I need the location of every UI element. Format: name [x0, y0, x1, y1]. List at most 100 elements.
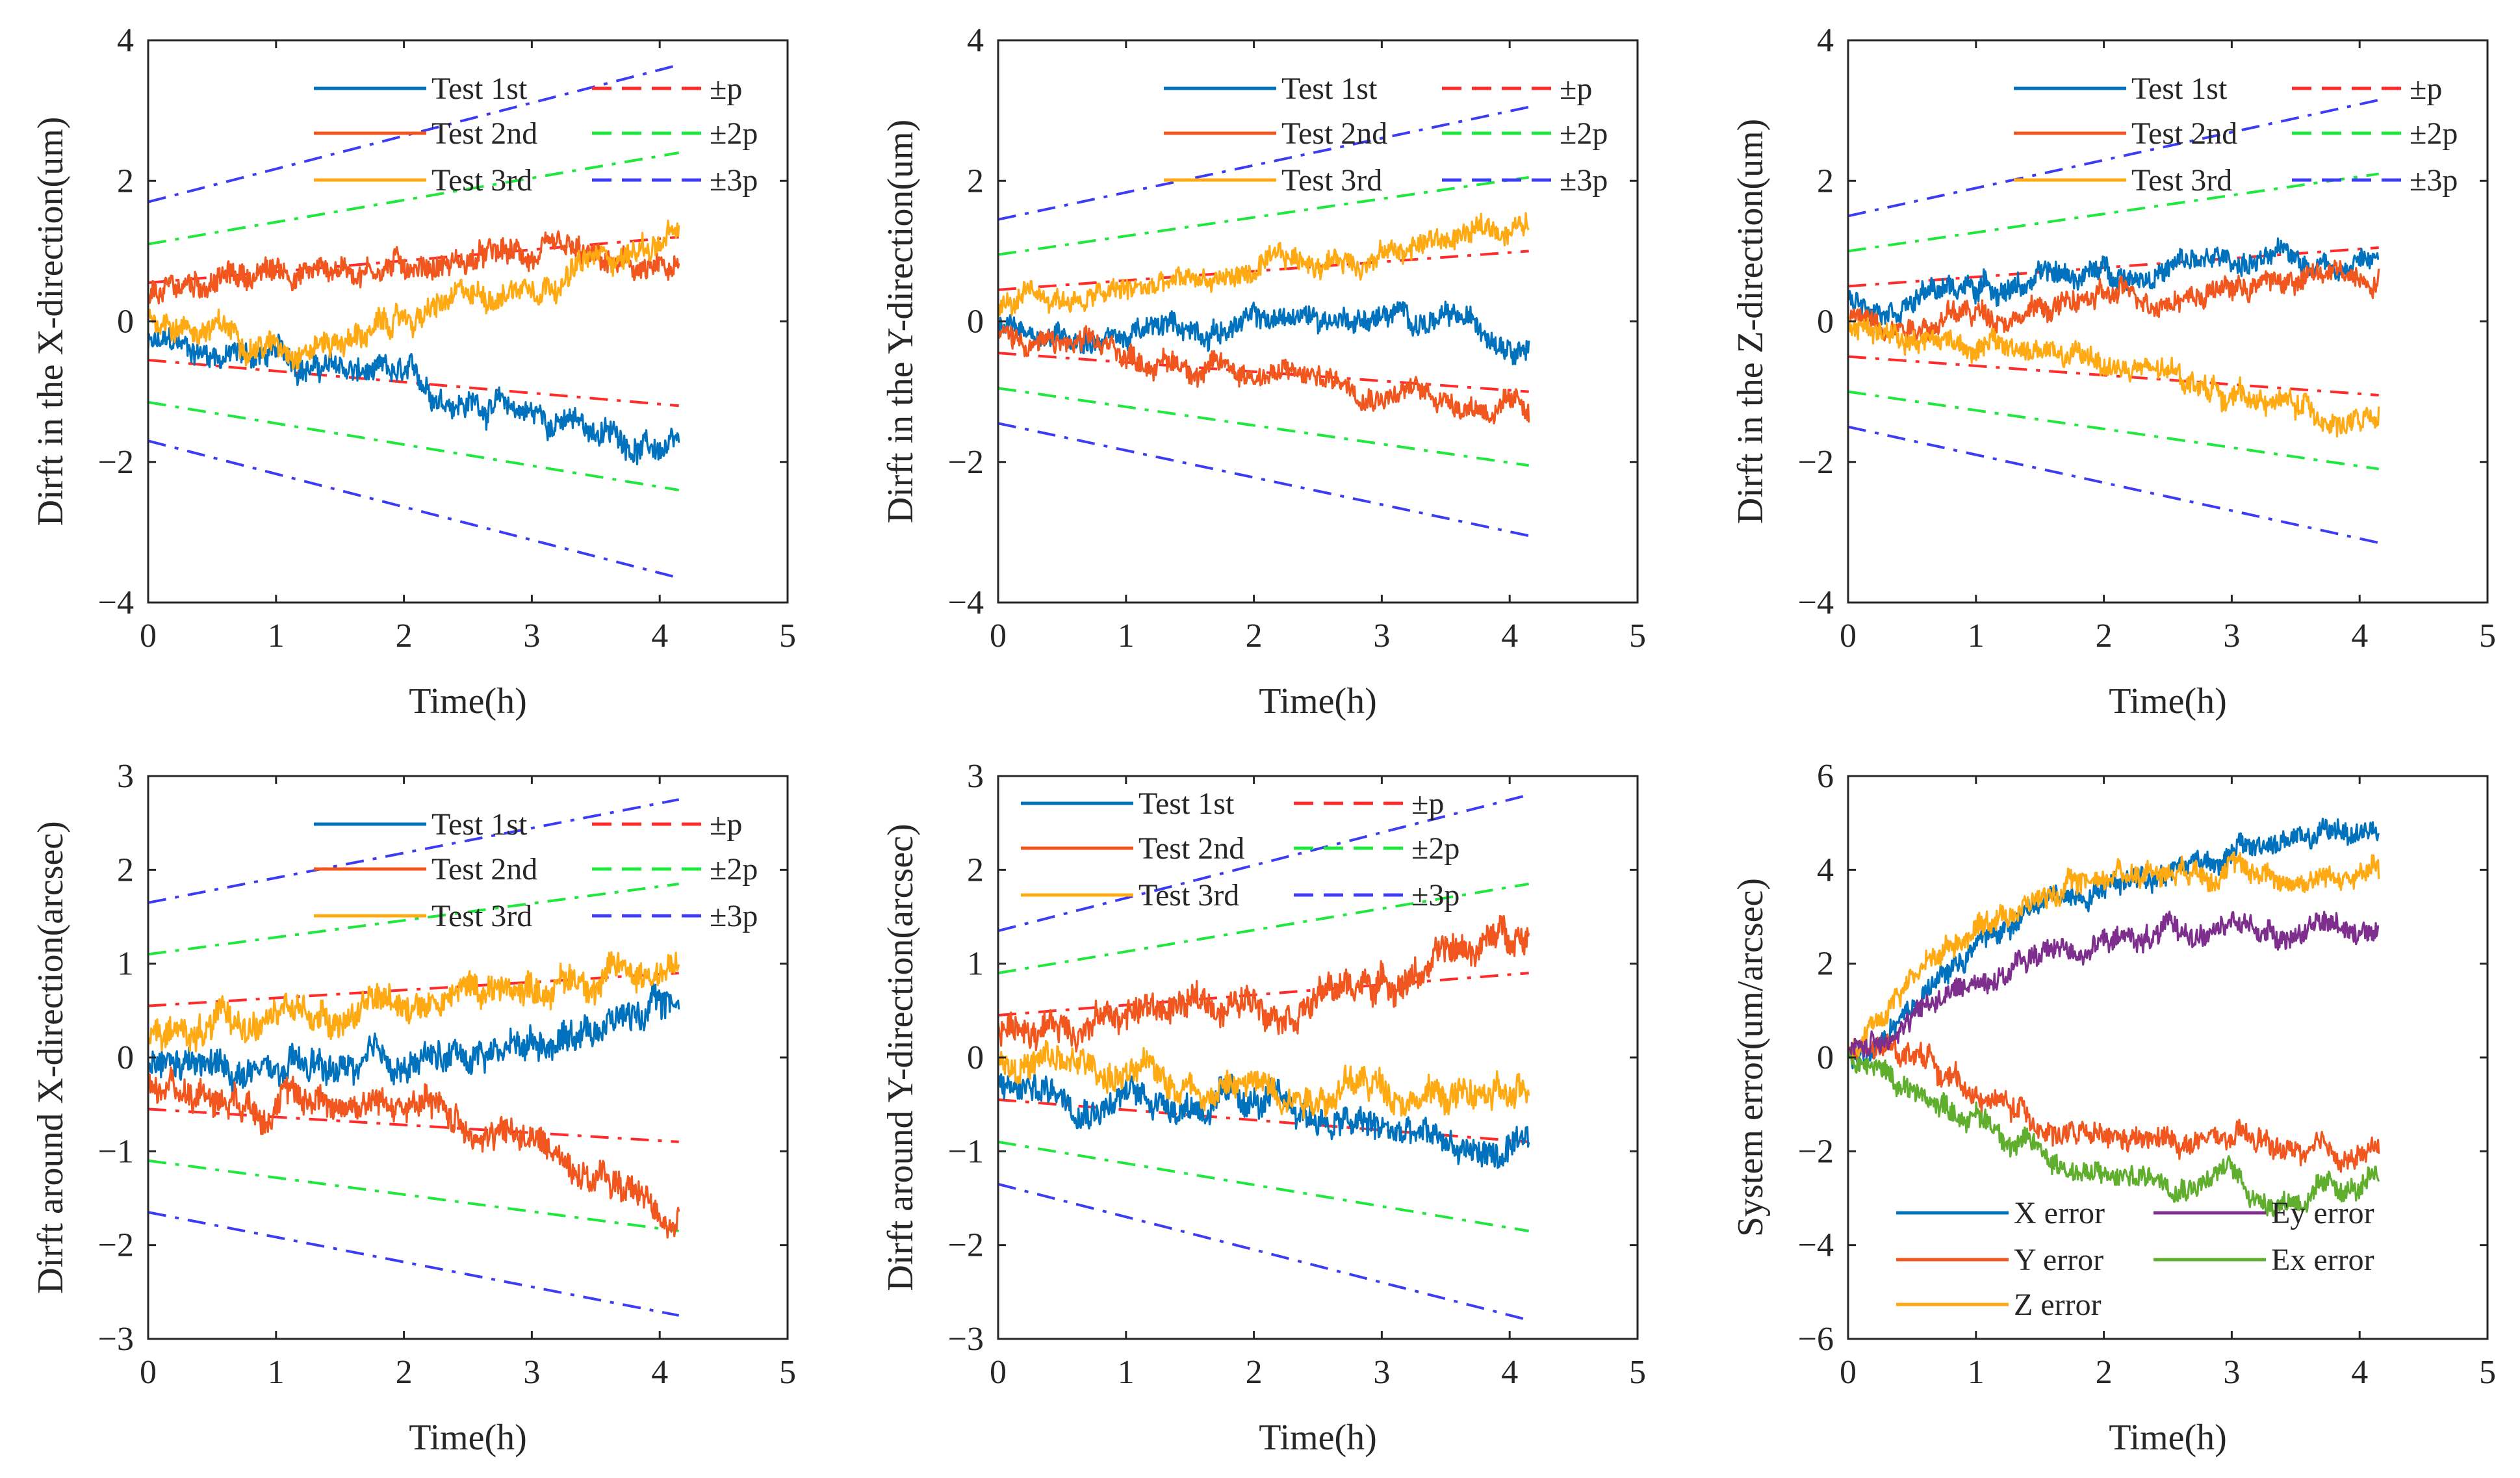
series-line-z-error	[1847, 851, 2380, 1063]
x-tick-label: 1	[1118, 1354, 1135, 1391]
legend-label: Test 2nd	[1281, 116, 1387, 151]
legend-entry: ±p	[1442, 71, 1592, 106]
legend-label: ±2p	[710, 116, 758, 151]
legend-label: Test 3rd	[431, 163, 532, 198]
x-tick-label: 1	[268, 1354, 285, 1391]
bound-line-pm3p-lower	[148, 1211, 680, 1317]
legend-label: Y error	[2014, 1243, 2103, 1277]
x-tick-label: 4	[2351, 1354, 2368, 1391]
x-tick-label: 0	[1840, 617, 1857, 655]
series-line-ey-error	[1847, 911, 2380, 1058]
y-tick-label: 4	[117, 22, 134, 59]
y-tick-label: 0	[1817, 304, 1834, 341]
confidence-bounds	[1847, 98, 2380, 545]
series-line-test-3rd	[997, 212, 1530, 317]
legend-label: Z error	[2014, 1288, 2102, 1322]
subplot-2: 0 1 2 3 4 5 −4 −2 0 2 4 Time(h) Dirft in the Y-direc…	[881, 22, 1646, 721]
y-tick-label: 4	[967, 22, 984, 59]
legend-label: Test 2nd	[2131, 116, 2237, 151]
x-axis-label: Time(h)	[2109, 681, 2227, 721]
y-tick-label: 0	[967, 304, 984, 341]
y-tick-label: 0	[117, 1039, 134, 1076]
y-tick-label: −2	[1798, 444, 1834, 481]
series-line-test-2nd	[147, 1066, 680, 1239]
y-tick-label: 6	[1817, 758, 1834, 795]
confidence-bounds	[148, 63, 680, 580]
x-axis-label: Time(h)	[2109, 1418, 2227, 1458]
y-tick-label: 0	[117, 304, 134, 341]
subplot-6: 0 1 2 3 4 5 −6 −4 −2 0 2 4 6 Time(h) System error(um/a…	[1730, 758, 2496, 1458]
bound-line-pm3p-lower	[1847, 425, 2380, 545]
legend: Test 1st Test 2nd Test 3rd ±p ±2p ±3p	[1021, 786, 1459, 913]
legend-label: Test 1st	[431, 807, 528, 842]
legend-label: ±p	[710, 807, 742, 842]
legend-entry: ±p	[1294, 786, 1444, 821]
legend-entry: Ey error	[2154, 1196, 2374, 1230]
x-tick-label: 4	[1501, 617, 1518, 655]
y-tick-label: 2	[967, 851, 984, 888]
legend-label: ±2p	[710, 852, 758, 887]
confidence-bounds	[148, 798, 680, 1317]
legend-label: Test 3rd	[2131, 163, 2232, 198]
x-tick-label: 5	[779, 617, 796, 655]
x-tick-label: 2	[396, 617, 413, 655]
legend-entry: ±3p	[2292, 163, 2458, 198]
bound-line-pmp-upper	[148, 972, 679, 1007]
series-line-test-2nd	[147, 230, 680, 305]
x-tick-label: 4	[1501, 1354, 1518, 1391]
bound-line-pm3p-upper	[1847, 98, 2380, 218]
legend-label: Test 1st	[1281, 71, 1378, 106]
series-line-test-1st	[1847, 237, 2380, 326]
bound-line-pm2p-lower	[997, 387, 1530, 467]
legend-entry: ±3p	[592, 163, 758, 198]
x-tick-label: 3	[1373, 1354, 1390, 1391]
confidence-bounds	[997, 105, 1530, 538]
legend-entry: Test 2nd	[314, 852, 537, 887]
legend-entry: Test 3rd	[314, 899, 532, 933]
y-tick-label: −2	[948, 444, 984, 481]
x-tick-label: 0	[140, 1354, 157, 1391]
y-tick-label: 2	[1817, 946, 1834, 983]
legend: Test 1st Test 2nd Test 3rd ±p ±2p ±3p	[314, 807, 758, 933]
x-tick-label: 5	[2479, 617, 2496, 655]
y-tick-label: 4	[1817, 851, 1834, 888]
series-line-test-2nd	[997, 325, 1530, 425]
y-tick-label: 2	[1817, 162, 1834, 200]
bound-line-pmp-lower	[148, 1108, 679, 1143]
axes-frame	[1847, 775, 2489, 1340]
legend-label: Ey error	[2271, 1196, 2374, 1230]
series-line-test-2nd	[1847, 259, 2380, 344]
y-tick-label: −3	[948, 1321, 984, 1358]
x-tick-label: 0	[990, 617, 1007, 655]
legend-entry: ±2p	[1294, 831, 1459, 866]
x-tick-label: 1	[1118, 617, 1135, 655]
legend-label: ±3p	[1411, 878, 1459, 913]
legend-label: Test 3rd	[1138, 878, 1239, 913]
x-tick-label: 5	[1629, 1354, 1646, 1391]
x-tick-label: 0	[1840, 1354, 1857, 1391]
y-tick-label: −2	[948, 1227, 984, 1264]
y-tick-label: 3	[117, 758, 134, 795]
series-line-test-1st	[997, 1073, 1530, 1169]
x-tick-label: 1	[1968, 1354, 1985, 1391]
series-line-ex-error	[1847, 1049, 2380, 1217]
bound-line-pm3p-upper	[148, 798, 680, 904]
legend-label: ±p	[1411, 786, 1444, 821]
legend-entry: ±p	[2292, 71, 2442, 106]
series-line-test-2nd	[997, 914, 1530, 1053]
series-line-test-1st	[147, 326, 680, 465]
x-tick-label: 3	[1373, 617, 1390, 655]
y-tick-label: 3	[967, 758, 984, 795]
series-line-test-1st	[147, 981, 680, 1095]
legend-entry: ±3p	[1442, 163, 1608, 198]
bound-line-pm3p-lower	[997, 1182, 1530, 1322]
legend: Test 1st Test 2nd Test 3rd ±p ±2p ±3p	[2014, 71, 2458, 198]
legend-label: X error	[2014, 1196, 2105, 1230]
x-tick-label: 2	[396, 1354, 413, 1391]
legend-label: Test 1st	[431, 71, 528, 106]
y-tick-label: −4	[1798, 1227, 1834, 1264]
y-axis-label: Dirft around Y-direction(arcsec)	[881, 823, 921, 1291]
y-tick-label: 4	[1817, 22, 1834, 59]
legend-entry: ±p	[592, 807, 742, 842]
legend-label: ±2p	[1411, 831, 1459, 866]
